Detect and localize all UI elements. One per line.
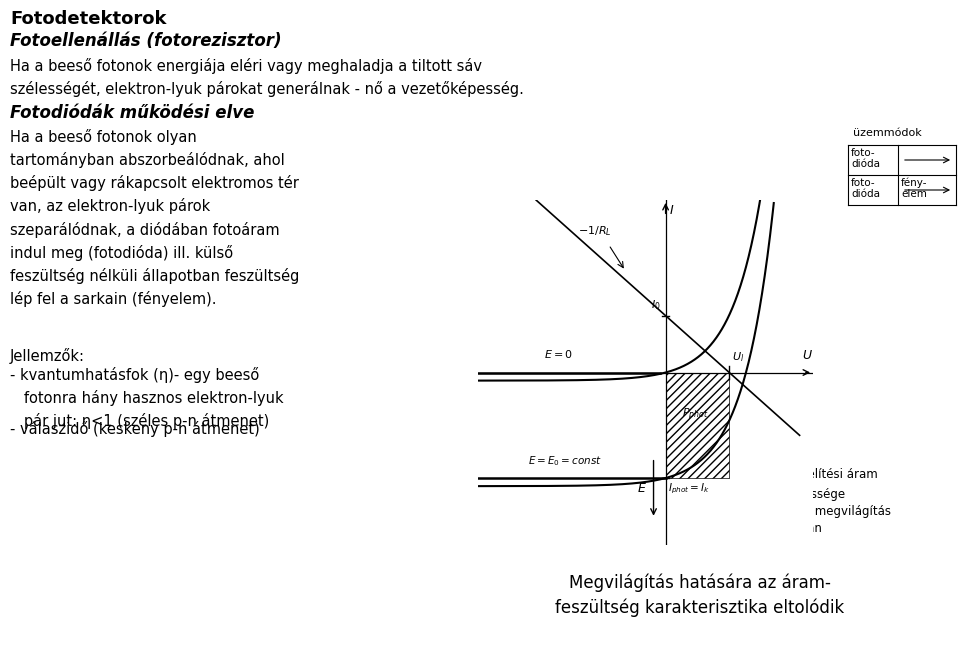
Text: $I_{phot} = I_k$: $I_{phot} = I_k$ <box>668 482 710 497</box>
Text: I: I <box>670 204 673 217</box>
Text: foto-: foto- <box>851 178 876 188</box>
Text: $P_{phot}$: $P_{phot}$ <box>488 508 516 525</box>
Text: $I_{phot}$: $I_{phot}$ <box>488 468 513 485</box>
Text: - válaszidő (keskeny p-n átmenet): - válaszidő (keskeny p-n átmenet) <box>10 421 260 437</box>
Text: Fotoellenállás (fotorezisztor): Fotoellenállás (fotorezisztor) <box>10 32 281 50</box>
Text: Shockley-féle telítési áram: Shockley-féle telítési áram <box>720 468 877 481</box>
Text: foto-: foto- <box>851 148 876 158</box>
Text: $P_{phot}$: $P_{phot}$ <box>683 407 709 423</box>
Text: $I_0$: $I_0$ <box>651 298 660 312</box>
Text: $E, E_0$: $E, E_0$ <box>685 488 712 503</box>
Text: dióda: dióda <box>851 189 880 199</box>
Text: Ha a beeső fotonok energiája eléri vagy meghaladja a tiltott sáv
szélességét, el: Ha a beeső fotonok energiája eléri vagy … <box>10 58 524 97</box>
Text: üresjárási fotofeszültség: üresjárási fotofeszültség <box>528 488 673 501</box>
Text: fototeljesítmény: fototeljesítmény <box>528 508 625 521</box>
Text: $E = E_0 = const$: $E = E_0 = const$ <box>528 454 602 468</box>
Text: $I_0$: $I_0$ <box>685 468 695 483</box>
Text: Megvilágítás hatására az áram-
feszültség karakterisztika eltolódik: Megvilágítás hatására az áram- feszültsé… <box>556 573 845 617</box>
Text: besugárzás erőssége
W/m²-ben vagy megvilágítás
erőssége lux-ban: besugárzás erőssége W/m²-ben vagy megvil… <box>720 488 891 536</box>
Text: U: U <box>803 349 811 363</box>
Text: Fotodetektorok: Fotodetektorok <box>10 10 166 28</box>
Text: $U_l$: $U_l$ <box>732 351 744 365</box>
Text: $-1/R_L$: $-1/R_L$ <box>578 224 612 238</box>
Text: üzemmódok: üzemmódok <box>853 128 922 138</box>
Text: dióda: dióda <box>851 159 880 169</box>
Text: elem: elem <box>901 189 926 199</box>
Text: $U_l$: $U_l$ <box>488 488 501 503</box>
Text: fény-: fény- <box>901 178 927 188</box>
Text: E: E <box>637 482 645 495</box>
Text: Ha a beeső fotonok olyan
tartományban abszorbeálódnak, ahol
beépült vagy rákapcs: Ha a beeső fotonok olyan tartományban ab… <box>10 129 300 307</box>
Text: rövidzárási fotoáram: rövidzárási fotoáram <box>528 468 651 481</box>
Text: Fotodiódák működési elve: Fotodiódák működési elve <box>10 104 254 122</box>
Text: - kvantumhatásfok (η)- egy beeső
   fotonra hány hasznos elektron-lyuk
   pár ju: - kvantumhatásfok (η)- egy beeső fotonra… <box>10 367 283 429</box>
Text: $E = 0$: $E = 0$ <box>544 348 573 361</box>
Text: Jellemzők:: Jellemzők: <box>10 348 85 364</box>
